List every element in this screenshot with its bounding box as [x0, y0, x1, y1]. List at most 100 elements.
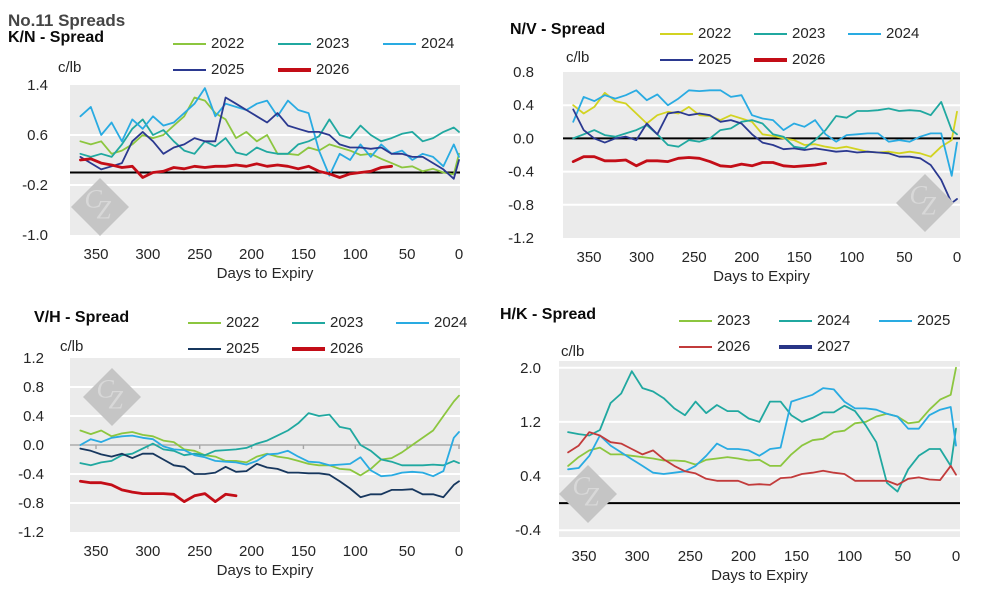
- x-tick-label: 50: [399, 543, 416, 560]
- x-axis-label: Days to Expiry: [217, 265, 314, 282]
- legend-swatch-2022: [173, 42, 206, 45]
- watermark-letter-z: Z: [584, 482, 599, 512]
- legend-item-2022: 2022: [660, 25, 754, 42]
- hk-legend-row-1: 2023 2024 2025: [679, 312, 979, 329]
- watermark-letter-z: Z: [108, 385, 123, 415]
- legend-swatch-2024: [848, 32, 881, 35]
- legend-label: 2023: [330, 314, 364, 331]
- legend-swatch-2026: [754, 57, 787, 62]
- x-tick-label: 200: [734, 249, 759, 266]
- series-line-2026: [567, 431, 957, 486]
- x-tick-label: 350: [83, 543, 108, 560]
- legend-item-2023: 2023: [754, 25, 848, 42]
- legend-item-2025: 2025: [879, 312, 979, 329]
- x-axis-label: Days to Expiry: [711, 567, 808, 584]
- x-tick-label: 150: [291, 246, 316, 263]
- legend-item-2026: 2026: [754, 51, 848, 68]
- legend-swatch-2025: [660, 58, 693, 61]
- x-tick-label: 300: [135, 246, 160, 263]
- legend-item-2024: 2024: [396, 314, 496, 331]
- legend-swatch-2024: [383, 42, 416, 45]
- legend-swatch-2024: [396, 321, 429, 324]
- nv-legend-row-2: 2025 2026: [660, 51, 848, 68]
- x-tick-label: 200: [239, 246, 264, 263]
- series-line-2026: [79, 479, 238, 504]
- legend-swatch-2024: [779, 319, 812, 322]
- legend-label: 2025: [698, 51, 732, 68]
- x-tick-label: 150: [787, 249, 812, 266]
- legend-label: 2026: [316, 61, 350, 78]
- x-tick-label: 0: [455, 246, 463, 263]
- legend-item-2022: 2022: [173, 35, 278, 52]
- y-tick-label: 1.4: [27, 77, 48, 94]
- x-tick-label: 200: [239, 543, 264, 560]
- legend-label: 2022: [211, 35, 245, 52]
- kn-legend-row-1: 2022 2023 2024: [173, 35, 488, 52]
- x-tick-label: 50: [895, 548, 912, 565]
- nv-unit-label: c/lb: [566, 49, 590, 66]
- y-tick-label: 0.4: [513, 97, 534, 114]
- legend-label: 2025: [226, 340, 260, 357]
- y-tick-label: 0.6: [27, 127, 48, 144]
- legend-label: 2026: [792, 51, 826, 68]
- legend-label: 2023: [792, 25, 826, 42]
- legend-swatch-2023: [292, 321, 325, 324]
- nv-legend-row-1: 2022 2023 2024: [660, 25, 942, 42]
- chart-panel-kn-spread: 1.4 0.6 -0.2 -1.0 350 300 250 200 150 100 50 0 Days …: [0, 0, 496, 304]
- y-tick-label: -0.8: [18, 495, 44, 512]
- legend-item-2026: 2026: [278, 61, 383, 78]
- plot-area: [70, 85, 460, 235]
- legend-swatch-2025: [173, 68, 206, 71]
- x-tick-label: 100: [343, 543, 368, 560]
- series-line-2024: [79, 87, 460, 177]
- x-tick-label: 0: [953, 249, 961, 266]
- series-line-2023: [572, 101, 958, 150]
- watermark-letter-z: Z: [921, 191, 936, 221]
- legend-item-2025: 2025: [660, 51, 754, 68]
- legend-item-2022: 2022: [188, 314, 292, 331]
- x-tick-label: 100: [839, 249, 864, 266]
- y-tick-label: -0.8: [508, 197, 534, 214]
- legend-label: 2022: [226, 314, 260, 331]
- watermark-letter-z: Z: [96, 195, 111, 225]
- legend-label: 2025: [211, 61, 245, 78]
- y-tick-label: 2.0: [520, 360, 541, 377]
- x-tick-label: 250: [678, 548, 703, 565]
- series-line-2026: [79, 157, 394, 179]
- hk-legend-row-2: 2026 2027: [679, 338, 879, 355]
- x-tick-label: 50: [896, 249, 913, 266]
- y-tick-label: 0.8: [513, 64, 534, 81]
- x-tick-label: 150: [784, 548, 809, 565]
- y-tick-label: -0.4: [515, 522, 541, 539]
- series-line-2023: [79, 118, 460, 158]
- series-line-2026: [571, 155, 828, 169]
- nv-plot-svg: 0.8 0.4 0.0 -0.4 -0.8 -1.2 350 300 250 200 150 100 5…: [508, 64, 961, 285]
- series-line-2025: [79, 96, 460, 180]
- x-axis-label: Days to Expiry: [713, 268, 810, 285]
- x-tick-label: 100: [343, 246, 368, 263]
- legend-item-2023: 2023: [679, 312, 779, 329]
- x-tick-label: 350: [576, 249, 601, 266]
- x-tick-label: 0: [455, 543, 463, 560]
- y-tick-label: 0.4: [23, 408, 44, 425]
- legend-label: 2027: [817, 338, 851, 355]
- hk-unit-label: c/lb: [561, 343, 585, 360]
- legend-item-2023: 2023: [278, 35, 383, 52]
- x-tick-label: 50: [399, 246, 416, 263]
- legend-swatch-2025: [879, 319, 912, 322]
- series-line-2024: [572, 89, 958, 177]
- legend-item-2024: 2024: [779, 312, 879, 329]
- chart-title-nv: N/V - Spread: [510, 21, 606, 38]
- x-tick-label: 250: [187, 246, 212, 263]
- legend-swatch-2023: [754, 32, 787, 35]
- legend-item-2025: 2025: [173, 61, 278, 78]
- x-tick-label: 0: [952, 548, 960, 565]
- y-tick-label: -0.4: [18, 466, 44, 483]
- legend-item-2025: 2025: [188, 340, 292, 357]
- vh-legend-row-1: 2022 2023 2024: [188, 314, 496, 331]
- x-tick-label: 150: [291, 543, 316, 560]
- legend-label: 2024: [817, 312, 851, 329]
- legend-label: 2026: [330, 340, 364, 357]
